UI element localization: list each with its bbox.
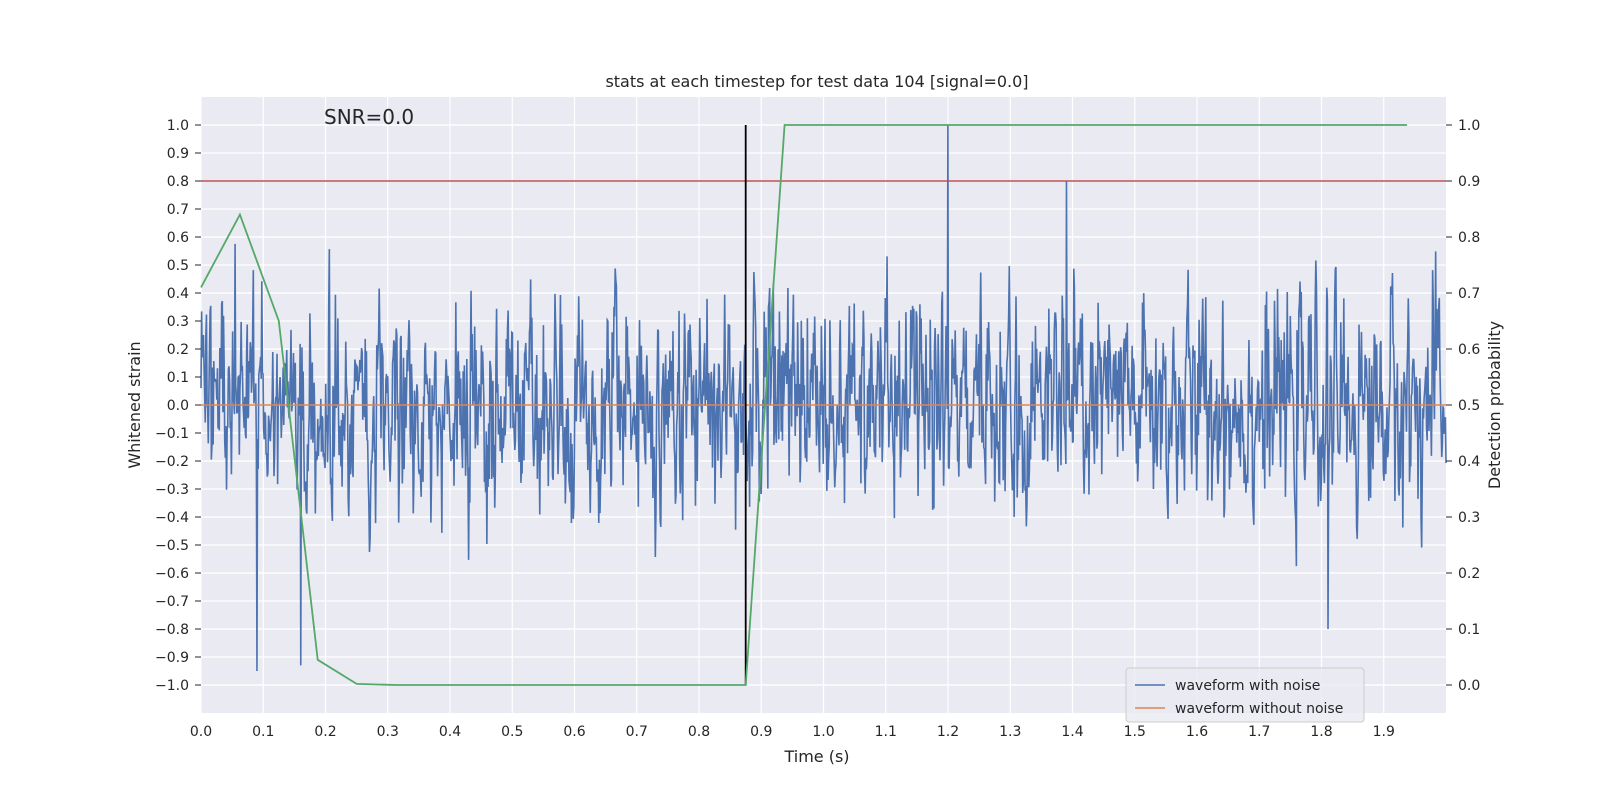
x-tick-label: 0.8 [688,724,710,740]
y2-tick-label: 0.0 [1458,678,1480,694]
x-tick-label: 0.6 [563,724,585,740]
x-tick-label: 0.2 [314,724,336,740]
y2-tick-label: 0.5 [1458,398,1480,414]
x-tick-label: 0.0 [190,724,212,740]
y2-ticks: 1.0 0.9 0.8 0.7 0.6 0.5 0.4 0.3 0.2 0.1 0.0 [1446,118,1480,694]
y-tick-label: 0.9 [167,146,189,162]
y2-axis-label: Detection probability [1485,321,1504,489]
y-tick-label: −0.7 [155,594,189,610]
plot-area [200,124,1447,686]
series-detection-probability [200,124,1408,686]
y-tick-label: −0.9 [155,650,189,666]
legend: waveform with noise waveform without noi… [1125,667,1365,723]
x-tick-label: 0.3 [377,724,399,740]
y-tick-label: −0.1 [155,426,189,442]
x-tick-label: 1.8 [1310,724,1332,740]
y-ticks: 1.0 0.9 0.8 0.7 0.6 0.5 0.4 0.3 0.2 0.1 0.0 −0.1 −0.… [155,118,201,694]
x-tick-label: 1.4 [1061,724,1083,740]
y-tick-label: −0.8 [155,622,189,638]
y-tick-label: −0.2 [155,454,189,470]
y2-tick-label: 0.7 [1458,286,1480,302]
chart-title: stats at each timestep for test data 104… [605,72,1028,91]
y2-tick-label: 0.1 [1458,622,1480,638]
y2-tick-label: 0.9 [1458,174,1480,190]
x-axis-label: Time (s) [783,747,849,766]
x-tick-label: 0.4 [439,724,461,740]
x-tick-label: 1.5 [1124,724,1146,740]
legend-label-noise: waveform with noise [1175,678,1320,694]
snr-annotation: SNR=0.0 [324,105,414,129]
y-tick-label: 0.7 [167,202,189,218]
y-axis-label: Whitened strain [125,341,144,468]
x-tick-label: 0.1 [252,724,274,740]
y-tick-label: −1.0 [155,678,189,694]
y-tick-label: −0.6 [155,566,189,582]
series-waveform-with-noise [200,124,1447,672]
y-tick-label: 0.4 [167,286,189,302]
y-tick-label: −0.3 [155,482,189,498]
y-tick-label: 0.2 [167,342,189,358]
y-tick-label: −0.4 [155,510,189,526]
x-tick-label: 0.7 [626,724,648,740]
y2-tick-label: 0.2 [1458,566,1480,582]
y2-tick-label: 0.8 [1458,230,1480,246]
y-tick-label: −0.5 [155,538,189,554]
y-tick-label: 0.0 [167,398,189,414]
x-ticks: 0.0 0.1 0.2 0.3 0.4 0.5 0.6 0.7 0.8 0.9 1.0 1.1 1.2 1… [190,724,1395,740]
y2-tick-label: 1.0 [1458,118,1480,134]
x-tick-label: 1.2 [937,724,959,740]
x-tick-label: 1.3 [999,724,1021,740]
x-tick-label: 0.5 [501,724,523,740]
y-tick-label: 0.1 [167,370,189,386]
y-tick-label: 0.8 [167,174,189,190]
x-tick-label: 1.0 [812,724,834,740]
y2-tick-label: 0.3 [1458,510,1480,526]
x-tick-label: 0.9 [750,724,772,740]
y-tick-label: 1.0 [167,118,189,134]
y2-tick-label: 0.4 [1458,454,1480,470]
y-tick-label: 0.6 [167,230,189,246]
y-tick-label: 0.5 [167,258,189,274]
y2-tick-label: 0.6 [1458,342,1480,358]
y-tick-label: 0.3 [167,314,189,330]
x-tick-label: 1.7 [1248,724,1270,740]
x-tick-label: 1.9 [1373,724,1395,740]
x-tick-label: 1.6 [1186,724,1208,740]
legend-box [1125,667,1365,723]
legend-label-clean: waveform without noise [1175,701,1343,717]
x-tick-label: 1.1 [875,724,897,740]
